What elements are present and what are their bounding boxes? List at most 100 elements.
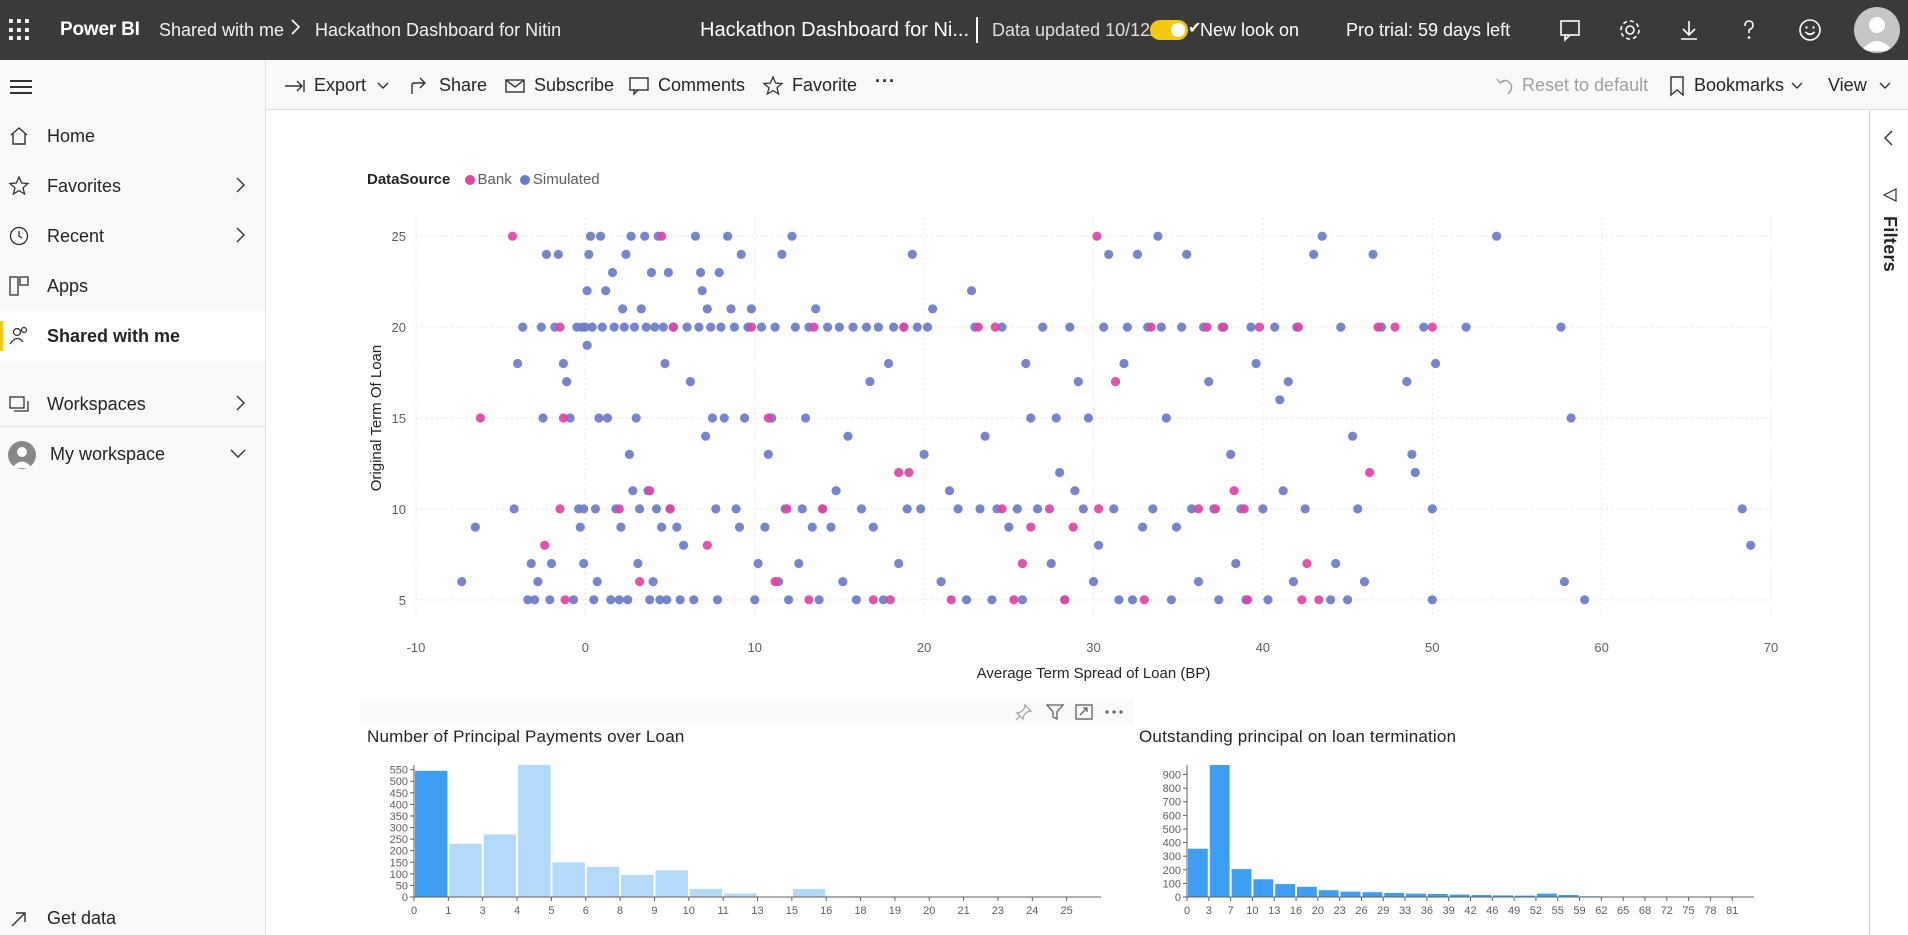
scatter-point-simulated[interactable] xyxy=(894,558,904,569)
scatter-point-simulated[interactable] xyxy=(731,504,741,514)
scatter-point-simulated[interactable] xyxy=(1046,558,1056,569)
scatter-point-bank[interactable] xyxy=(997,504,1007,514)
scatter-point-bank[interactable] xyxy=(1009,595,1019,605)
scatter-point-simulated[interactable] xyxy=(602,413,612,423)
scatter-point-simulated[interactable] xyxy=(1427,595,1437,605)
scatter-point-simulated[interactable] xyxy=(636,304,646,314)
scatter-point-simulated[interactable] xyxy=(675,595,685,605)
scatter-point-simulated[interactable] xyxy=(770,322,780,332)
scatter-point-simulated[interactable] xyxy=(536,322,546,332)
focus-mode-icon[interactable] xyxy=(1075,703,1093,721)
scatter-point-simulated[interactable] xyxy=(1033,504,1043,514)
scatter-point-simulated[interactable] xyxy=(1283,377,1293,387)
scatter-point-simulated[interactable] xyxy=(707,413,717,423)
scatter-point-simulated[interactable] xyxy=(1263,595,1273,605)
scatter-point-simulated[interactable] xyxy=(697,286,707,296)
scatter-point-simulated[interactable] xyxy=(1094,540,1104,550)
scatter-point-bank[interactable] xyxy=(746,322,756,332)
scatter-point-bank[interactable] xyxy=(894,467,904,478)
scatter-point-bank[interactable] xyxy=(1193,504,1204,514)
bookmarks-button[interactable]: Bookmarks xyxy=(1666,75,1803,97)
user-avatar-icon[interactable] xyxy=(1854,7,1900,53)
scatter-point-simulated[interactable] xyxy=(878,595,889,605)
scatter-point-simulated[interactable] xyxy=(592,577,602,587)
scatter-point-bank[interactable] xyxy=(1229,486,1239,496)
scatter-point-simulated[interactable] xyxy=(811,304,821,314)
scatter-point-bank[interactable] xyxy=(1314,595,1324,605)
hist-bar[interactable] xyxy=(689,888,723,897)
scatter-point-bank[interactable] xyxy=(555,504,565,514)
scatter-point-simulated[interactable] xyxy=(568,595,579,605)
collapse-chevron-icon[interactable] xyxy=(1882,129,1896,147)
scatter-point-simulated[interactable] xyxy=(580,322,590,332)
scatter-point-simulated[interactable] xyxy=(509,504,519,514)
scatter-point-simulated[interactable] xyxy=(609,322,619,332)
scatter-point-simulated[interactable] xyxy=(760,522,770,532)
scatter-point-simulated[interactable] xyxy=(907,249,917,259)
scatter-point-simulated[interactable] xyxy=(589,595,599,605)
scatter-point-simulated[interactable] xyxy=(1166,595,1176,605)
scatter-point-simulated[interactable] xyxy=(1088,577,1099,587)
scatter-point-simulated[interactable] xyxy=(1353,504,1363,514)
nav-item-recent[interactable]: Recent xyxy=(0,211,265,261)
scatter-point-simulated[interactable] xyxy=(546,558,557,569)
scatter-point-bank[interactable] xyxy=(635,577,645,587)
scatter-point-bank[interactable] xyxy=(702,540,712,550)
scatter-point-simulated[interactable] xyxy=(843,431,853,441)
scatter-point-simulated[interactable] xyxy=(1153,231,1163,241)
scatter-point-simulated[interactable] xyxy=(558,358,568,369)
scatter-point-simulated[interactable] xyxy=(1004,522,1014,532)
scatter-point-bank[interactable] xyxy=(1365,467,1375,478)
pin-icon[interactable] xyxy=(1015,703,1033,721)
filters-pane[interactable]: Filters xyxy=(1869,111,1908,935)
scatter-point-bank[interactable] xyxy=(1254,322,1265,332)
scatter-point-simulated[interactable] xyxy=(1326,595,1336,605)
scatter-point-simulated[interactable] xyxy=(851,595,861,605)
scatter-point-simulated[interactable] xyxy=(1246,322,1256,332)
scatter-point-simulated[interactable] xyxy=(640,231,650,241)
scatter-point-bank[interactable] xyxy=(899,322,909,332)
scatter-point-simulated[interactable] xyxy=(538,413,548,423)
hist-bar[interactable] xyxy=(1188,848,1208,897)
scatter-point-simulated[interactable] xyxy=(513,358,523,369)
help-icon[interactable] xyxy=(1735,16,1763,44)
hist-bar[interactable] xyxy=(1406,893,1426,897)
nav-item-my-workspace[interactable]: My workspace xyxy=(0,429,265,479)
scatter-point-simulated[interactable] xyxy=(696,267,706,278)
scatter-point-simulated[interactable] xyxy=(663,267,673,278)
scatter-point-simulated[interactable] xyxy=(966,286,977,296)
scatter-point-simulated[interactable] xyxy=(1122,322,1132,332)
scatter-point-simulated[interactable] xyxy=(1119,358,1129,369)
scatter-point-simulated[interactable] xyxy=(706,322,716,332)
hist-bar[interactable] xyxy=(415,770,448,897)
scatter-point-simulated[interactable] xyxy=(750,595,760,605)
scatter-point-simulated[interactable] xyxy=(1204,377,1214,387)
scatter-point-simulated[interactable] xyxy=(1171,522,1182,532)
scatter-point-simulated[interactable] xyxy=(633,558,643,569)
scatter-point-simulated[interactable] xyxy=(626,231,636,241)
scatter-point-simulated[interactable] xyxy=(616,522,626,532)
scatter-point-simulated[interactable] xyxy=(884,358,894,369)
hist-bar[interactable] xyxy=(1253,879,1274,897)
scatter-point-simulated[interactable] xyxy=(1078,504,1088,514)
scatter-point-simulated[interactable] xyxy=(1214,595,1224,605)
scatter-point-simulated[interactable] xyxy=(902,504,912,514)
scatter-point-simulated[interactable] xyxy=(712,595,723,605)
scatter-point-simulated[interactable] xyxy=(1073,377,1083,387)
scatter-point-simulated[interactable] xyxy=(651,504,662,514)
hist-bar[interactable] xyxy=(449,843,482,897)
scatter-point-simulated[interactable] xyxy=(526,558,536,569)
brand-name[interactable]: Power BI xyxy=(60,19,140,40)
scatter-point-simulated[interactable] xyxy=(1177,322,1187,332)
scatter-point-simulated[interactable] xyxy=(922,322,933,332)
scatter-point-simulated[interactable] xyxy=(701,431,711,441)
scatter-point-simulated[interactable] xyxy=(1114,595,1124,605)
scatter-point-simulated[interactable] xyxy=(1226,449,1236,459)
scatter-point-simulated[interactable] xyxy=(980,431,990,441)
scatter-point-bank[interactable] xyxy=(1060,595,1070,605)
scatter-point-simulated[interactable] xyxy=(575,522,585,532)
scatter-point-simulated[interactable] xyxy=(784,595,794,605)
legend-label-bank[interactable]: Bank xyxy=(477,171,512,188)
nav-item-favorites[interactable]: Favorites xyxy=(0,161,265,211)
scatter-point-simulated[interactable] xyxy=(619,322,629,332)
